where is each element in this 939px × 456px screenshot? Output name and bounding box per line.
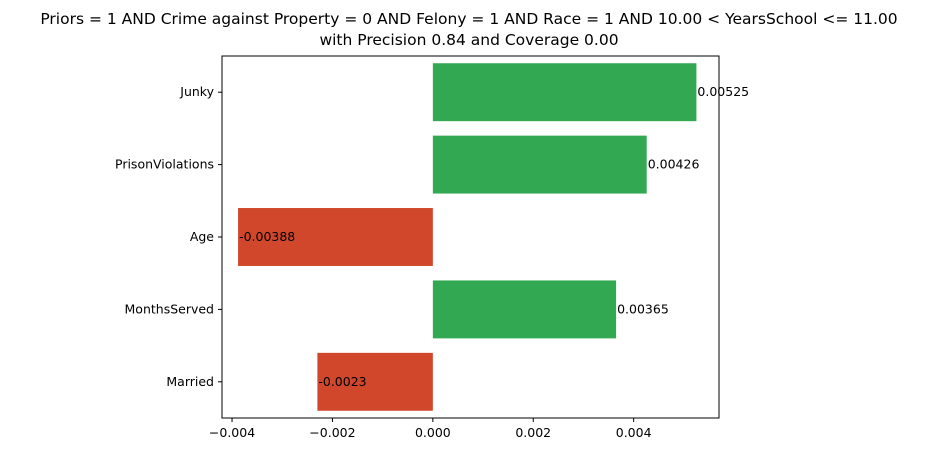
x-tick-label: −0.004 [209,425,255,440]
x-tick-label: −0.002 [309,425,355,440]
plot-frame [221,55,720,419]
data-label-junky: 0.00525 [697,84,749,99]
y-tick-label-monthsserved: MonthsServed [125,301,214,316]
data-label-married: -0.0023 [318,374,366,389]
y-tick-label-prisonviolations: PrisonViolations [115,157,214,172]
bar-monthsserved [432,280,617,339]
bar-age [238,208,433,266]
bar-prisonviolations [432,135,647,194]
x-tick-label: 0.000 [415,425,451,440]
x-tick-label: 0.002 [515,425,551,440]
data-label-prisonviolations: 0.00426 [648,157,700,172]
bar-married [317,352,433,411]
x-tick-label: 0.004 [616,425,652,440]
y-tick-label-junky: Junky [179,84,214,99]
data-label-monthsserved: 0.00365 [617,301,669,316]
y-tick-label-married: Married [166,374,214,389]
data-label-age: -0.00388 [239,229,295,244]
bar-junky [432,63,697,122]
y-tick-label-age: Age [190,229,214,244]
plot-area: 0.00525 Junky 0.00426 PrisonViolations -0.00… [115,55,749,440]
chart-title-line-2: with Precision 0.84 and Coverage 0.00 [319,31,618,49]
chart-title-line-1: Priors = 1 AND Crime against Property = … [40,10,897,28]
